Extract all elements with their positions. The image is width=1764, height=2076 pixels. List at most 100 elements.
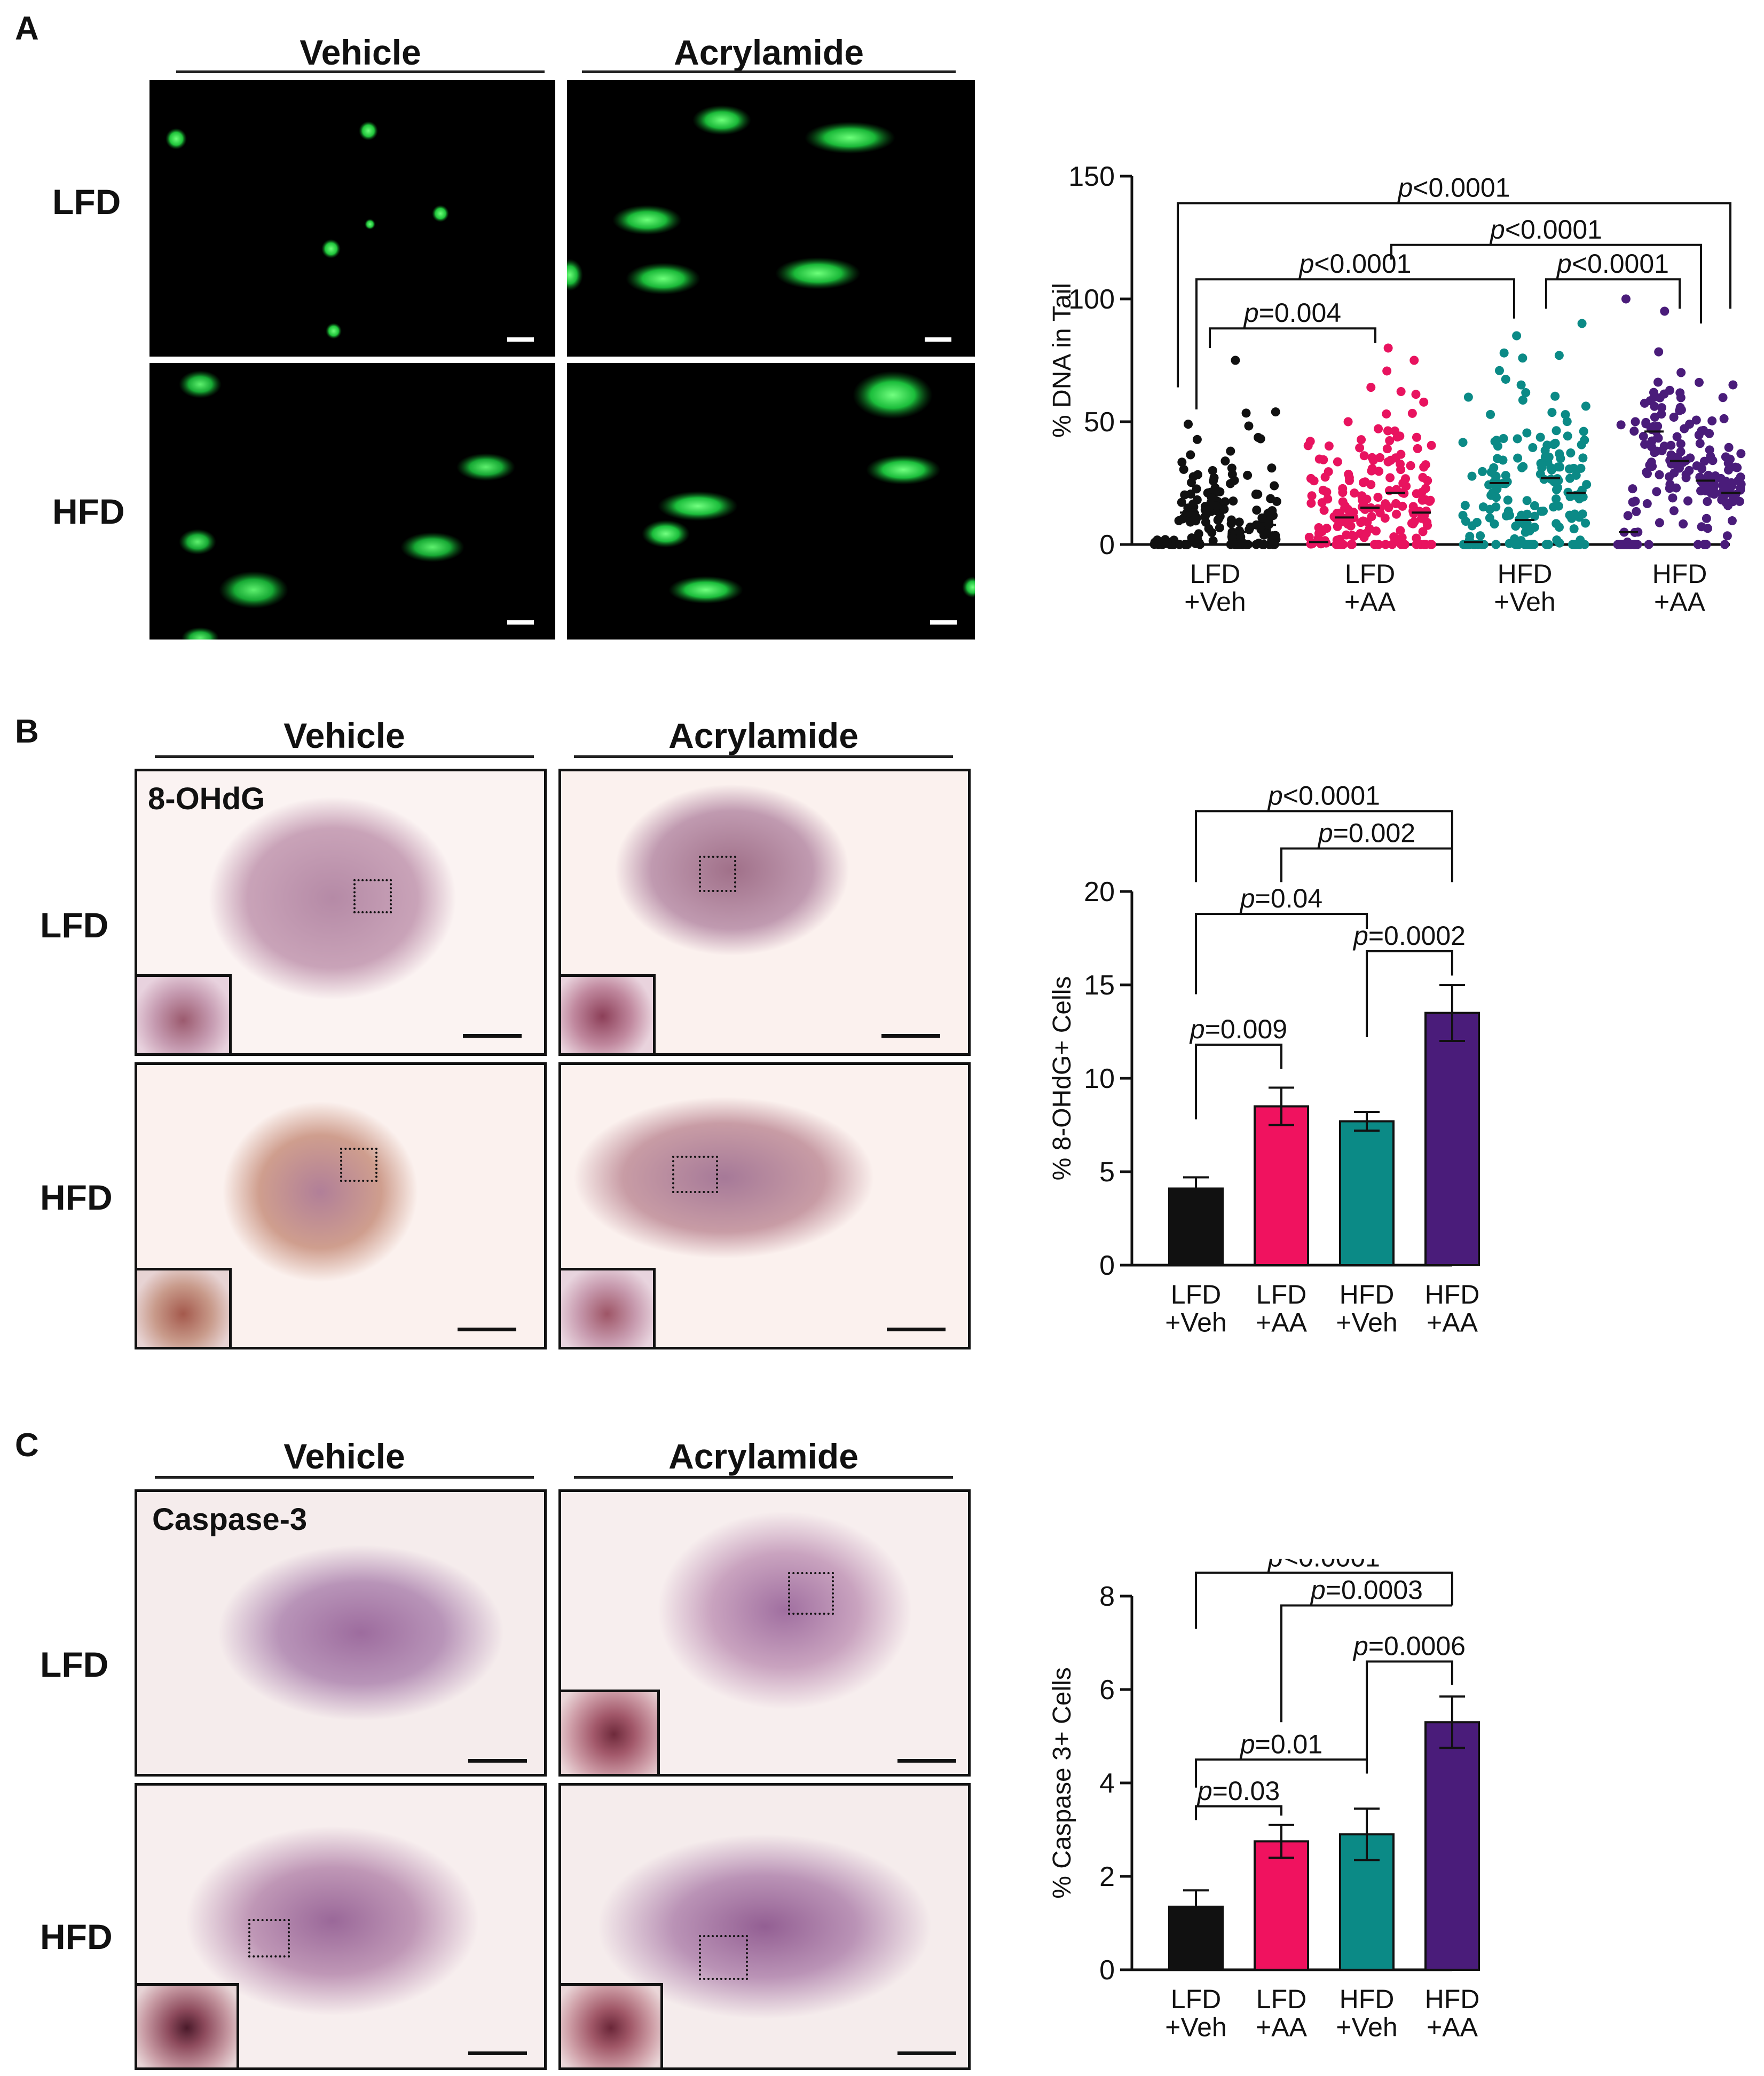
y-tick-label: 6: [1099, 1675, 1115, 1706]
stain-label: 8-OHdG: [148, 782, 265, 816]
data-point: [1465, 532, 1475, 541]
data-point: [1676, 447, 1686, 456]
x-tick-label: +Veh: [1165, 1308, 1226, 1338]
data-point: [1499, 348, 1509, 358]
significance-bracket: [1545, 278, 1681, 309]
data-point: [1539, 475, 1549, 484]
p-value-label: p<0.0001: [1397, 173, 1510, 203]
data-point: [1367, 466, 1376, 476]
x-tick-label: +Veh: [1336, 1308, 1397, 1338]
data-point: [1220, 456, 1230, 466]
row-label-lfd-c: LFD: [40, 1645, 109, 1684]
data-point: [1613, 540, 1623, 549]
data-point: [1476, 531, 1485, 541]
data-point: [1680, 424, 1689, 433]
data-point: [1228, 496, 1238, 506]
data-point: [1419, 397, 1429, 407]
data-point: [1553, 462, 1563, 472]
significance-bracket: [1195, 278, 1515, 409]
data-point: [1357, 435, 1366, 445]
data-point: [1552, 494, 1561, 504]
data-point: [1340, 501, 1350, 511]
y-tick-label: 4: [1099, 1768, 1115, 1799]
data-point: [1338, 488, 1348, 498]
data-point: [1697, 522, 1706, 532]
significance-bracket: [1195, 810, 1453, 882]
data-point: [1517, 463, 1527, 472]
data-point: [1722, 531, 1732, 541]
data-point: [1220, 497, 1230, 507]
data-point: [1679, 519, 1688, 528]
data-point: [1512, 331, 1522, 341]
data-point: [1396, 526, 1405, 535]
scale-bar: [458, 1328, 516, 1331]
data-point: [1703, 496, 1712, 506]
data-point: [1421, 540, 1431, 549]
x-tick-label: +Veh: [1165, 2012, 1226, 2042]
p-value-label: p=0.01: [1239, 1729, 1322, 1759]
data-point: [1177, 498, 1186, 507]
data-point: [1251, 490, 1261, 499]
data-point: [1382, 409, 1391, 419]
data-point: [1237, 537, 1247, 547]
data-point: [1578, 492, 1588, 502]
data-point: [1718, 393, 1728, 402]
data-point: [1691, 415, 1701, 425]
data-point: [1381, 540, 1390, 549]
data-point: [1675, 402, 1685, 412]
data-point: [1522, 496, 1532, 506]
data-point: [1400, 540, 1409, 549]
scale-bar: [881, 1034, 940, 1038]
data-point: [1382, 444, 1392, 454]
data-point: [1458, 438, 1468, 447]
data-point: [1186, 517, 1195, 527]
data-point: [1209, 473, 1219, 483]
data-point: [1201, 517, 1210, 527]
data-point: [1549, 477, 1559, 487]
col-header-vehicle-c: Vehicle: [284, 1436, 405, 1476]
x-tick-label: +AA: [1654, 587, 1706, 617]
stain-label: Caspase-3: [152, 1502, 308, 1537]
data-point: [1649, 392, 1659, 402]
data-point: [1463, 392, 1473, 402]
comet-image-hfd-acrylamide: [567, 363, 975, 640]
data-point: [1694, 377, 1704, 387]
ihc-image-lfd-acrylamide-caspase3: [558, 1489, 971, 1777]
x-tick-label: LFD: [1256, 1984, 1306, 2014]
zoom-region-box: [699, 1935, 748, 1980]
data-point: [1503, 495, 1513, 505]
data-point: [1367, 512, 1376, 522]
data-point: [1359, 478, 1368, 487]
data-point: [1490, 437, 1500, 446]
data-point: [1193, 470, 1202, 479]
comet-cells: [642, 371, 975, 604]
data-point: [1501, 471, 1510, 480]
significance-bracket: [1280, 1604, 1452, 1723]
data-point: [1513, 453, 1523, 463]
x-tick-label: +Veh: [1336, 2012, 1397, 2042]
data-point: [1208, 536, 1218, 546]
ihc-image-hfd-acrylamide-caspase3: [558, 1783, 971, 2070]
data-point: [1177, 457, 1187, 467]
data-point: [1523, 540, 1532, 549]
y-tick-label: 100: [1068, 284, 1115, 315]
data-point: [1383, 343, 1393, 353]
data-point: [1707, 416, 1717, 425]
data-point: [1406, 461, 1415, 470]
data-point: [1578, 453, 1588, 463]
data-point: [1522, 428, 1532, 438]
data-point: [1528, 443, 1538, 452]
scale-bar: [468, 1759, 527, 1763]
data-point: [1562, 417, 1572, 427]
x-tick-label: +AA: [1344, 587, 1396, 617]
data-point: [1350, 488, 1359, 498]
data-point: [1392, 509, 1401, 519]
data-point: [1555, 538, 1564, 548]
p-value-label: p=0.03: [1196, 1776, 1280, 1806]
data-point: [1234, 526, 1244, 535]
data-point: [1705, 445, 1714, 455]
scale-bar: [897, 1759, 956, 1763]
data-point: [1192, 435, 1202, 444]
data-point: [1180, 490, 1190, 500]
